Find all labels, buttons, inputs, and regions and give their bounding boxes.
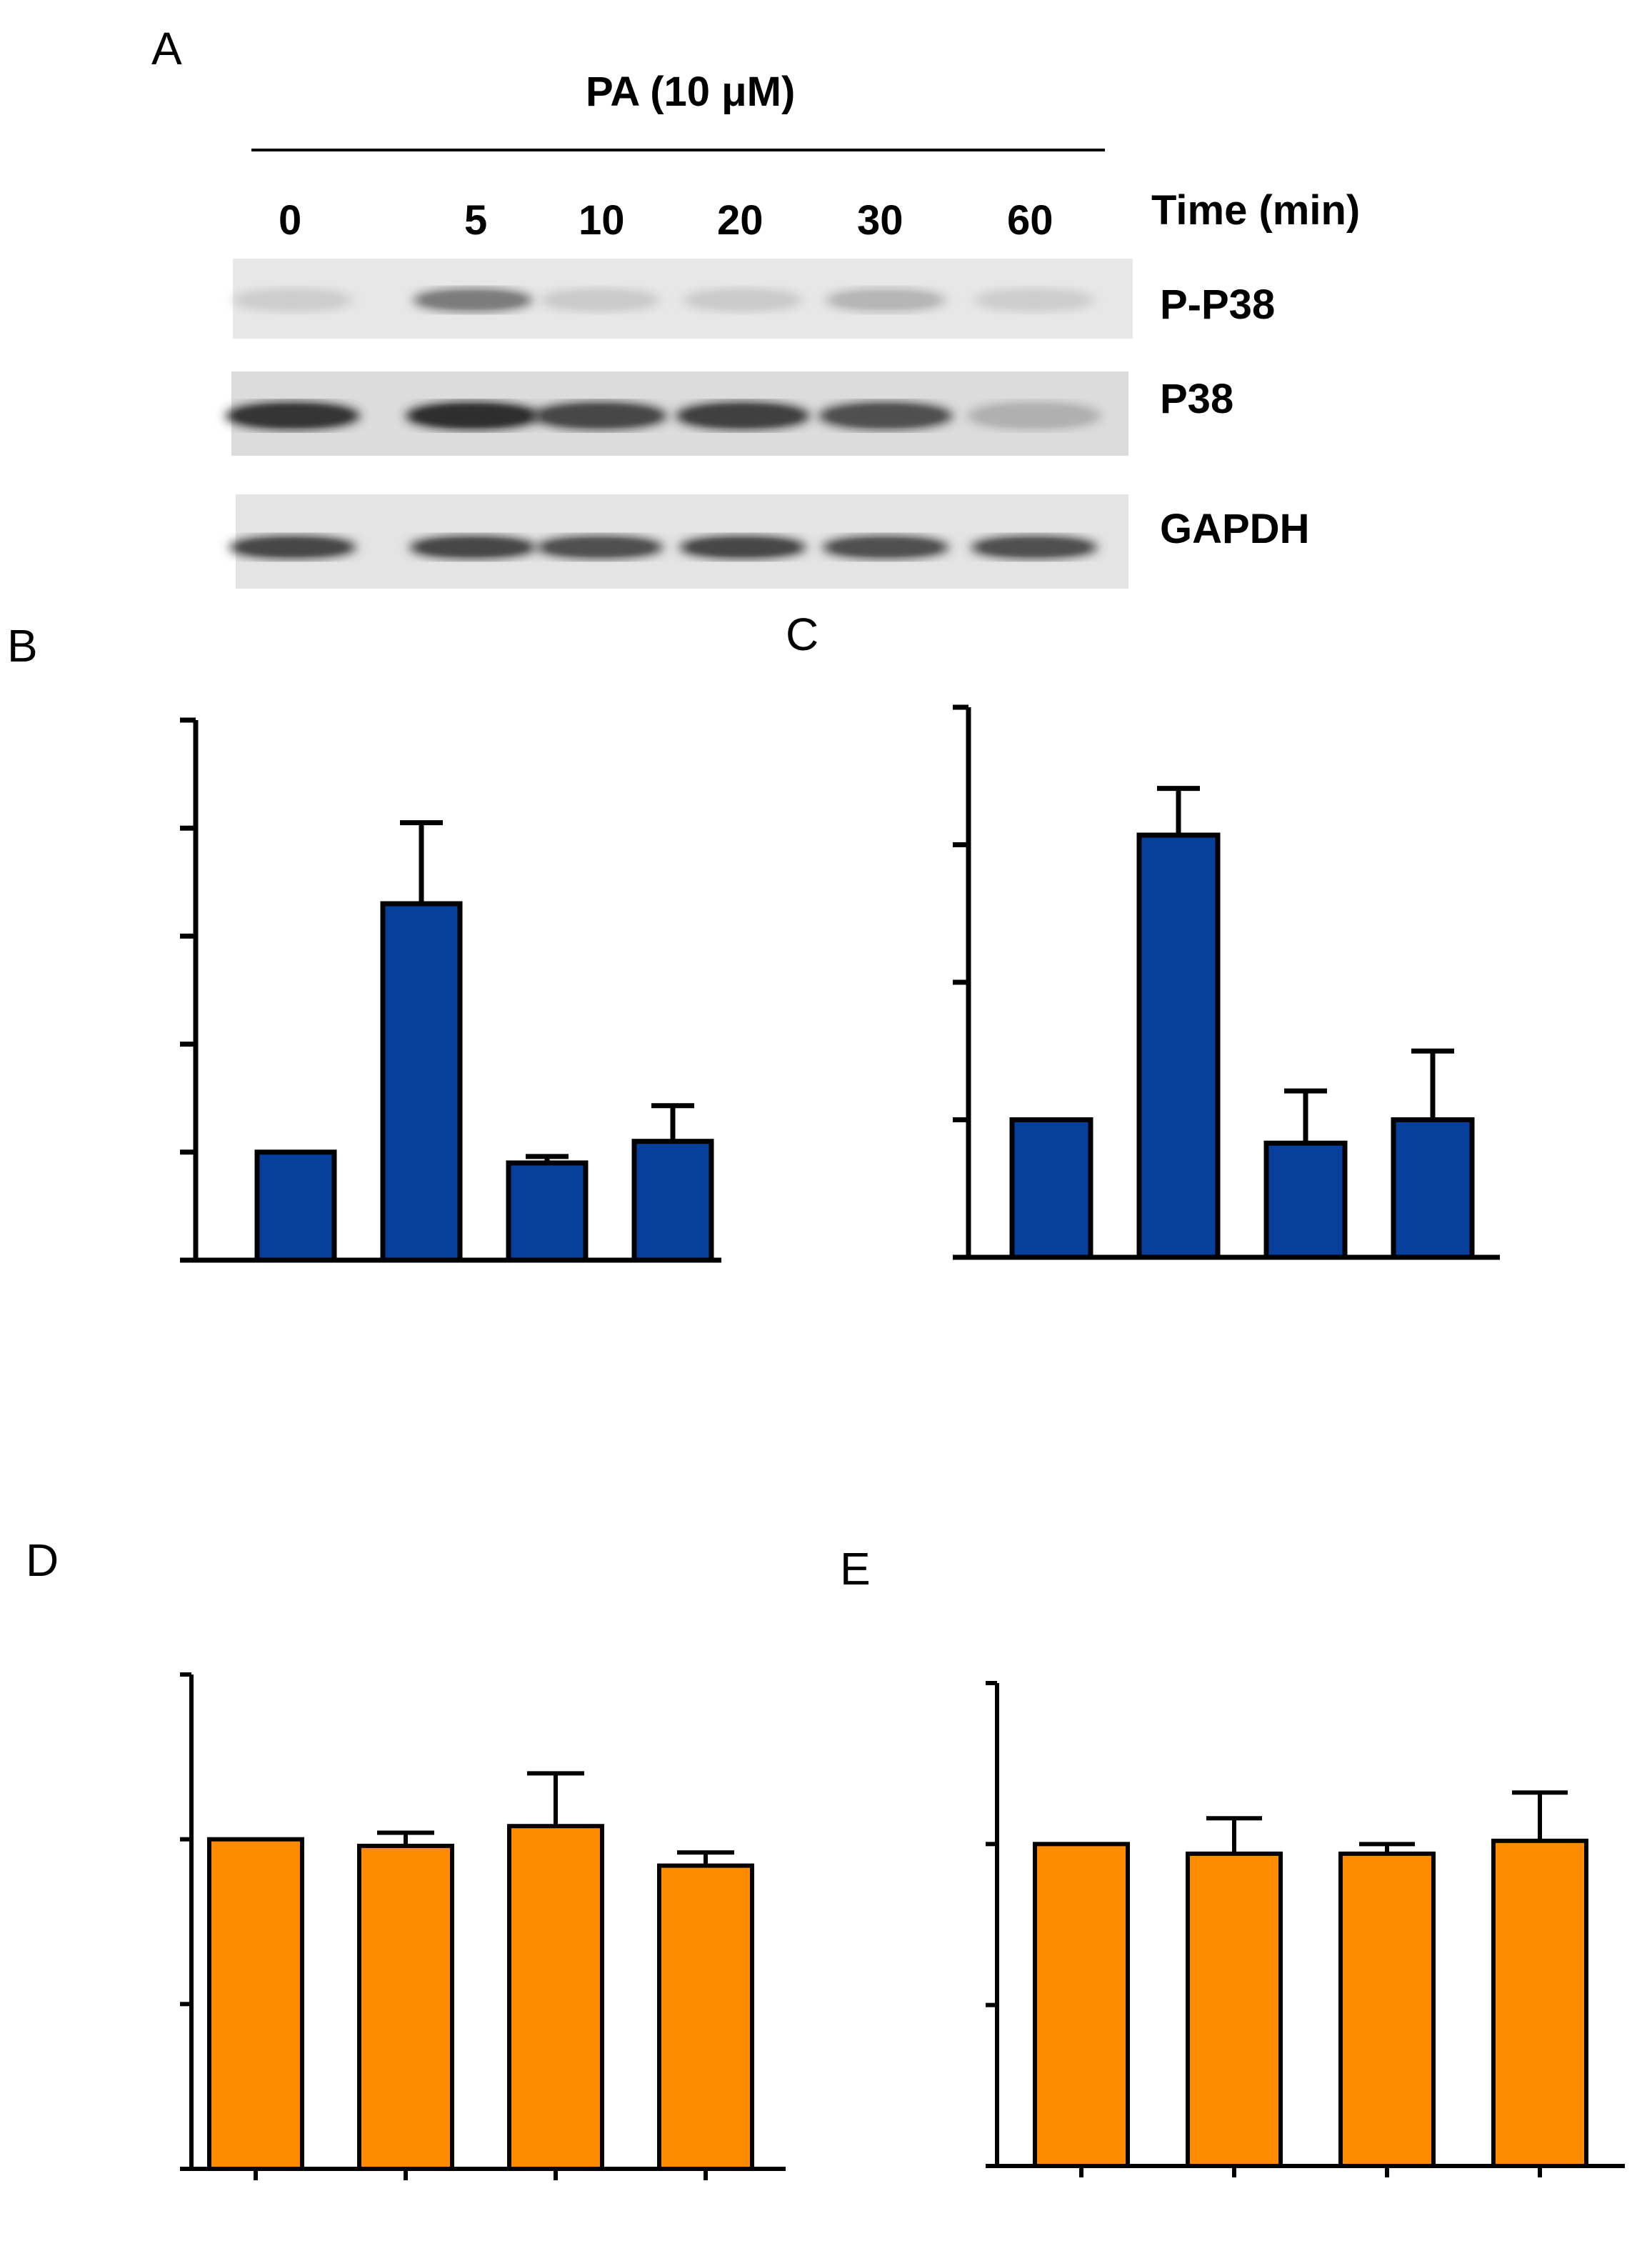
bar-2 [357, 1843, 454, 2171]
blot-strips [225, 259, 1133, 589]
bar-3 [1338, 1851, 1436, 2168]
chart-e-relative-viability-sb239063 [986, 1681, 1625, 2177]
row-label-gapdh: GAPDH [1160, 506, 1310, 552]
time-label-10: 10 [579, 197, 625, 244]
panel-a-letter: A [151, 23, 182, 74]
panel-e-letter: E [840, 1543, 871, 1594]
bar-3 [507, 1824, 604, 2171]
time-label-0: 0 [279, 197, 302, 244]
band-core-p38-lane-3 [542, 406, 658, 426]
bar-4 [631, 1139, 714, 1263]
band-core-p-p38-lane-6 [983, 292, 1085, 308]
bar-4 [657, 1863, 754, 2171]
chart-b-relative-migration-sb202190 [180, 717, 721, 1263]
band-core-gapdh-lane-3 [546, 539, 654, 555]
band-core-p-p38-lane-3 [549, 292, 651, 308]
bar-1 [254, 1149, 337, 1263]
band-core-p-p38-lane-5 [835, 292, 936, 308]
time-label-5: 5 [464, 197, 488, 244]
band-core-gapdh-lane-2 [419, 539, 527, 555]
band-core-p38-lane-2 [415, 406, 531, 426]
bar-2 [1186, 1851, 1283, 2168]
band-core-p38-lane-5 [828, 406, 943, 426]
bar-3 [506, 1160, 589, 1263]
bar-1 [1033, 1842, 1130, 2168]
treatment-label: PA (10 μM) [586, 69, 796, 115]
band-core-p38-lane-1 [235, 406, 351, 426]
bar-3 [1263, 1140, 1348, 1260]
chart-c-relative-migration-sb239063 [953, 704, 1500, 1260]
time-label-20: 20 [717, 197, 764, 244]
row-label-p-p38: P-P38 [1160, 281, 1276, 328]
band-core-p38-lane-4 [685, 406, 801, 426]
bar-4 [1491, 1838, 1588, 2168]
band-core-p-p38-lane-1 [242, 292, 344, 308]
chart-d-relative-viability-sb202190 [180, 1672, 786, 2180]
bar-2 [380, 901, 463, 1263]
time-label-60: 60 [1007, 197, 1053, 244]
bar-1 [207, 1837, 304, 2171]
time-axis-label: Time (min) [1151, 187, 1361, 234]
western-blot-panel: PA (10 μM) Time (min) 0 5 10 20 30 60 P-… [0, 0, 1652, 614]
row-label-p38: P38 [1160, 376, 1234, 422]
band-core-p-p38-lane-2 [422, 292, 524, 308]
band-core-p38-lane-6 [976, 406, 1092, 426]
band-core-gapdh-lane-5 [831, 539, 940, 555]
panel-c-letter: C [786, 609, 819, 660]
bar-2 [1136, 832, 1221, 1260]
panel-d-letter: D [26, 1534, 59, 1586]
band-core-p-p38-lane-4 [692, 292, 794, 308]
band-core-gapdh-lane-1 [239, 539, 347, 555]
bar-1 [1009, 1117, 1093, 1260]
panel-b-letter: B [7, 620, 38, 672]
band-core-gapdh-lane-6 [980, 539, 1088, 555]
band-core-gapdh-lane-4 [689, 539, 797, 555]
treatment-bracket-line [251, 149, 1105, 151]
time-label-30: 30 [857, 197, 903, 244]
bar-4 [1391, 1117, 1475, 1260]
